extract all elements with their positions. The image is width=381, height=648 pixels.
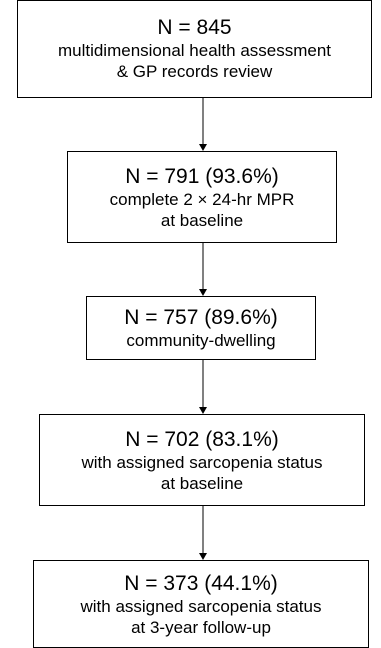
- flow-box-sarcopenia-baseline: N = 702 (83.1%) with assigned sarcopenia…: [39, 414, 365, 506]
- flow-box-count: N = 373 (44.1%): [124, 571, 278, 595]
- flow-box-description: with assigned sarcopenia status at 3-yea…: [80, 596, 322, 637]
- flow-box-count: N = 845: [157, 15, 232, 39]
- flow-box-description: multidimensional health assessment & GP …: [57, 40, 332, 81]
- flow-box-initial-cohort: N = 845 multidimensional health assessme…: [17, 0, 372, 98]
- flow-box-description: complete 2 × 24-hr MPR at baseline: [109, 189, 295, 230]
- flow-box-sarcopenia-followup: N = 373 (44.1%) with assigned sarcopenia…: [33, 560, 369, 648]
- flow-box-community-dwelling: N = 757 (89.6%) community-dwelling: [86, 296, 316, 360]
- flow-box-mpr-complete: N = 791 (93.6%) complete 2 × 24-hr MPR a…: [67, 151, 337, 243]
- flow-box-count: N = 702 (83.1%): [125, 427, 279, 451]
- flow-box-count: N = 757 (89.6%): [124, 306, 278, 329]
- flow-box-description: community-dwelling: [126, 331, 276, 350]
- flow-box-count: N = 791 (93.6%): [125, 164, 279, 188]
- flow-box-description: with assigned sarcopenia status at basel…: [81, 452, 323, 493]
